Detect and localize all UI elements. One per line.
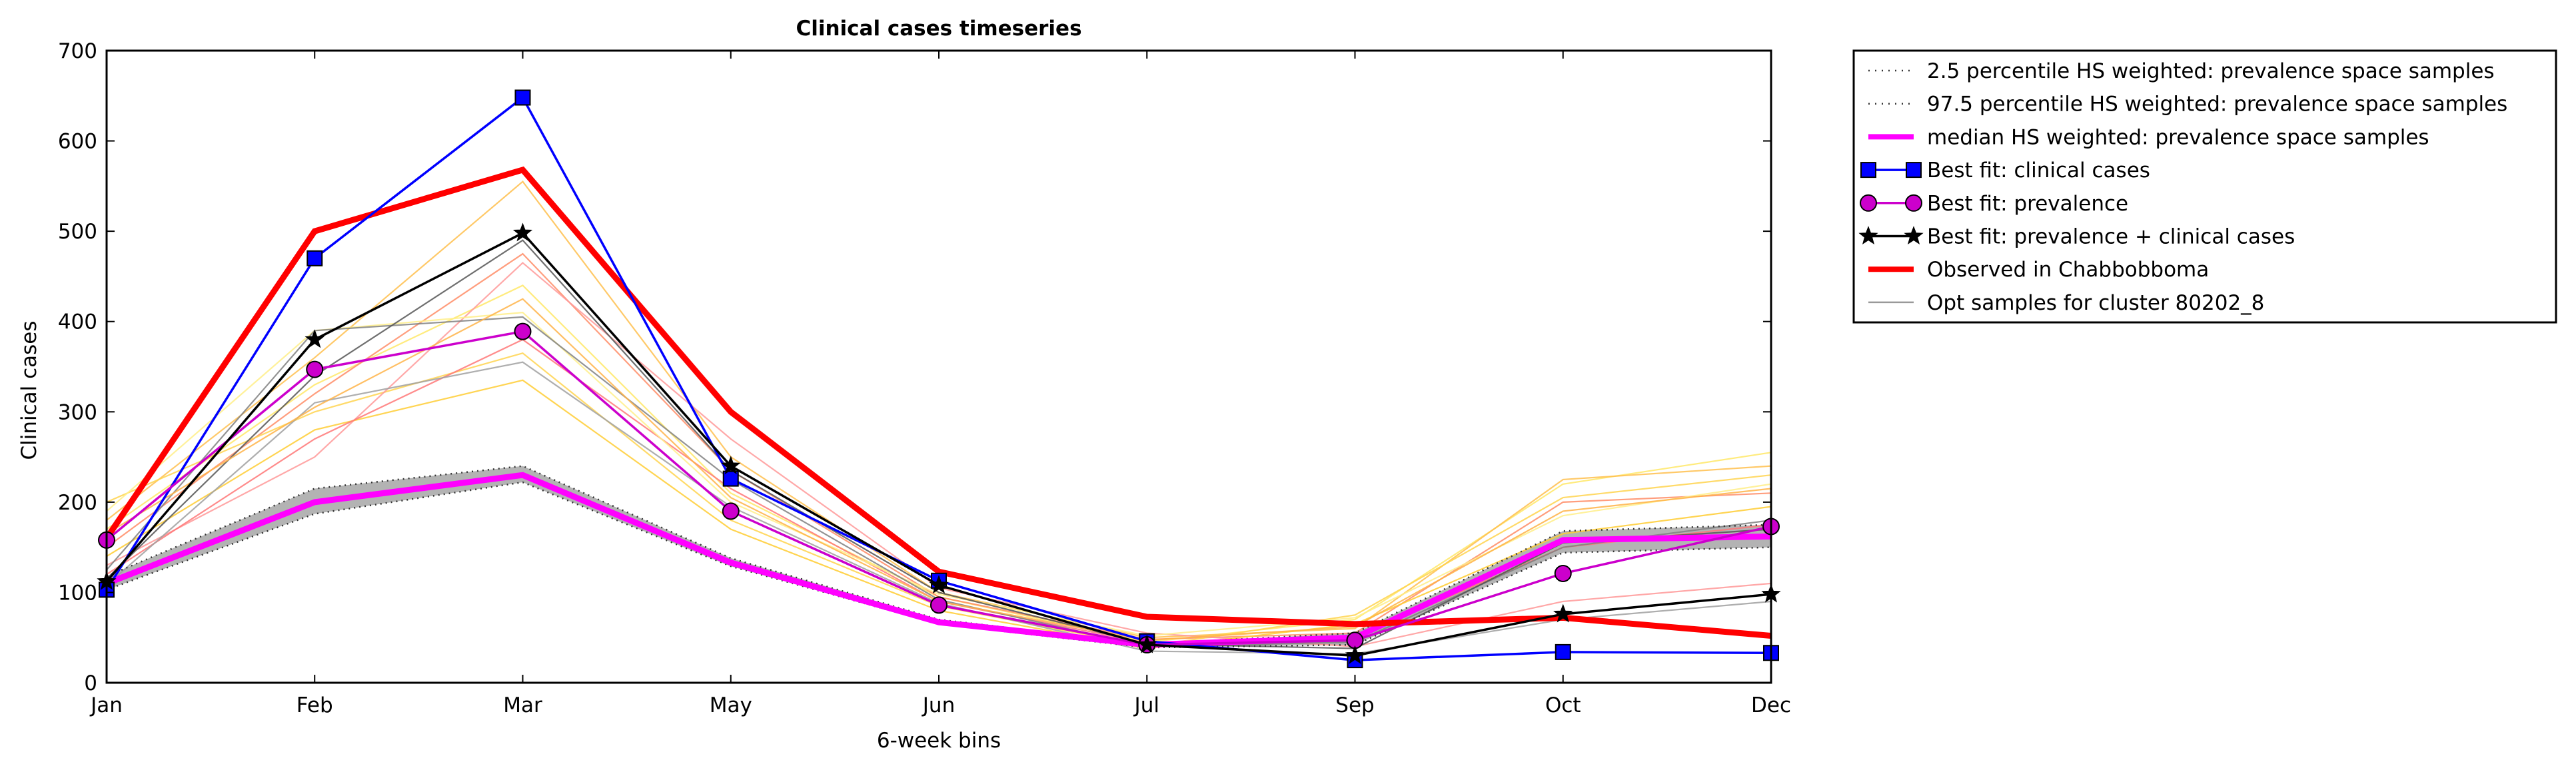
median-line	[107, 472, 1771, 648]
x-tick-label-feb: Feb	[297, 693, 333, 717]
chart-title: Clinical cases timeseries	[796, 17, 1081, 41]
y-tick-label: 0	[84, 671, 97, 695]
legend-label-7: Observed in Chabbobboma	[1927, 258, 2209, 282]
opt-sample-line-10	[107, 239, 1771, 649]
best-fit-combined-point-may	[721, 456, 741, 475]
best-fit-combined-point-mar	[512, 222, 533, 242]
legend-entry-7: Observed in Chabbobboma	[1868, 258, 2209, 282]
legend-entry-4: Best fit: clinical cases	[1860, 159, 2150, 183]
legend-marker-left	[1860, 194, 1877, 212]
best-fit-prevalence-point-jun	[930, 596, 948, 614]
y-tick-label: 600	[58, 130, 97, 154]
best-fit-combined-point-jun	[929, 575, 949, 594]
best-fit-clinical-point-may	[722, 470, 739, 487]
legend-marker-left	[1860, 162, 1876, 179]
legend-label-4: Best fit: clinical cases	[1927, 159, 2150, 183]
legend-marker-right	[1906, 162, 1922, 179]
legend-entry-8: Opt samples for cluster 80202_8	[1868, 291, 2264, 315]
legend: 2.5 percentile HS weighted: prevalence s…	[1852, 49, 2557, 324]
legend-label-2: 97.5 percentile HS weighted: prevalence …	[1927, 93, 2507, 117]
x-tick-label-may: May	[710, 693, 752, 717]
x-tick-label-mar: Mar	[503, 693, 542, 717]
best-fit-prevalence-point-may	[722, 502, 740, 520]
best-fit-clinical-point-feb	[307, 250, 323, 266]
y-tick-label: 200	[58, 491, 97, 515]
legend-label-8: Opt samples for cluster 80202_8	[1927, 291, 2264, 315]
x-tick-label-sep: Sep	[1335, 693, 1374, 717]
x-axis-label: 6-week bins	[877, 729, 1001, 753]
legend-label-3: median HS weighted: prevalence space sam…	[1927, 125, 2429, 149]
legend-label-6: Best fit: prevalence + clinical cases	[1927, 225, 2295, 249]
legend-marker-right	[1905, 194, 1922, 212]
legend-marker-left	[1858, 226, 1878, 244]
best-fit-combined-point-jul	[1137, 634, 1157, 653]
x-tick-label-jun: Jun	[922, 693, 955, 717]
legend-entry-5: Best fit: prevalence	[1860, 192, 2128, 216]
best-fit-combined-point-sep	[1345, 645, 1365, 664]
y-tick-label: 700	[58, 39, 97, 63]
best-fit-clinical-point-oct	[1555, 643, 1571, 660]
best-fit-prevalence-point-mar	[514, 322, 532, 340]
x-tick-label-jan: Jan	[89, 693, 123, 717]
best-fit-prevalence-point-feb	[306, 360, 324, 378]
x-tick-label-dec: Dec	[1751, 693, 1791, 717]
best-fit-combined-point-oct	[1553, 603, 1573, 623]
best-fit-clinical-point-mar	[514, 89, 531, 106]
legend-label-1: 2.5 percentile HS weighted: prevalence s…	[1927, 59, 2495, 83]
legend-entry-3: median HS weighted: prevalence space sam…	[1868, 125, 2429, 149]
legend-entry-2: 97.5 percentile HS weighted: prevalence …	[1868, 93, 2507, 117]
y-tick-label: 500	[58, 220, 97, 244]
y-tick-label: 100	[58, 581, 97, 605]
y-axis-label: Clinical cases	[17, 320, 41, 460]
legend-box	[1852, 49, 2557, 324]
legend-label-5: Best fit: prevalence	[1927, 192, 2128, 216]
x-tick-label-jul: Jul	[1133, 693, 1159, 717]
legend-entry-1: 2.5 percentile HS weighted: prevalence s…	[1868, 59, 2495, 83]
legend-entry-6: Best fit: prevalence + clinical cases	[1858, 225, 2295, 249]
y-tick-label: 400	[58, 310, 97, 334]
legend-marker-right	[1904, 226, 1924, 244]
observed-line	[107, 166, 1771, 639]
y-tick-label: 300	[58, 400, 97, 424]
x-tick-label-oct: Oct	[1545, 693, 1581, 717]
best-fit-combined-point-feb	[305, 329, 324, 348]
best-fit-prevalence-point-oct	[1554, 564, 1572, 582]
